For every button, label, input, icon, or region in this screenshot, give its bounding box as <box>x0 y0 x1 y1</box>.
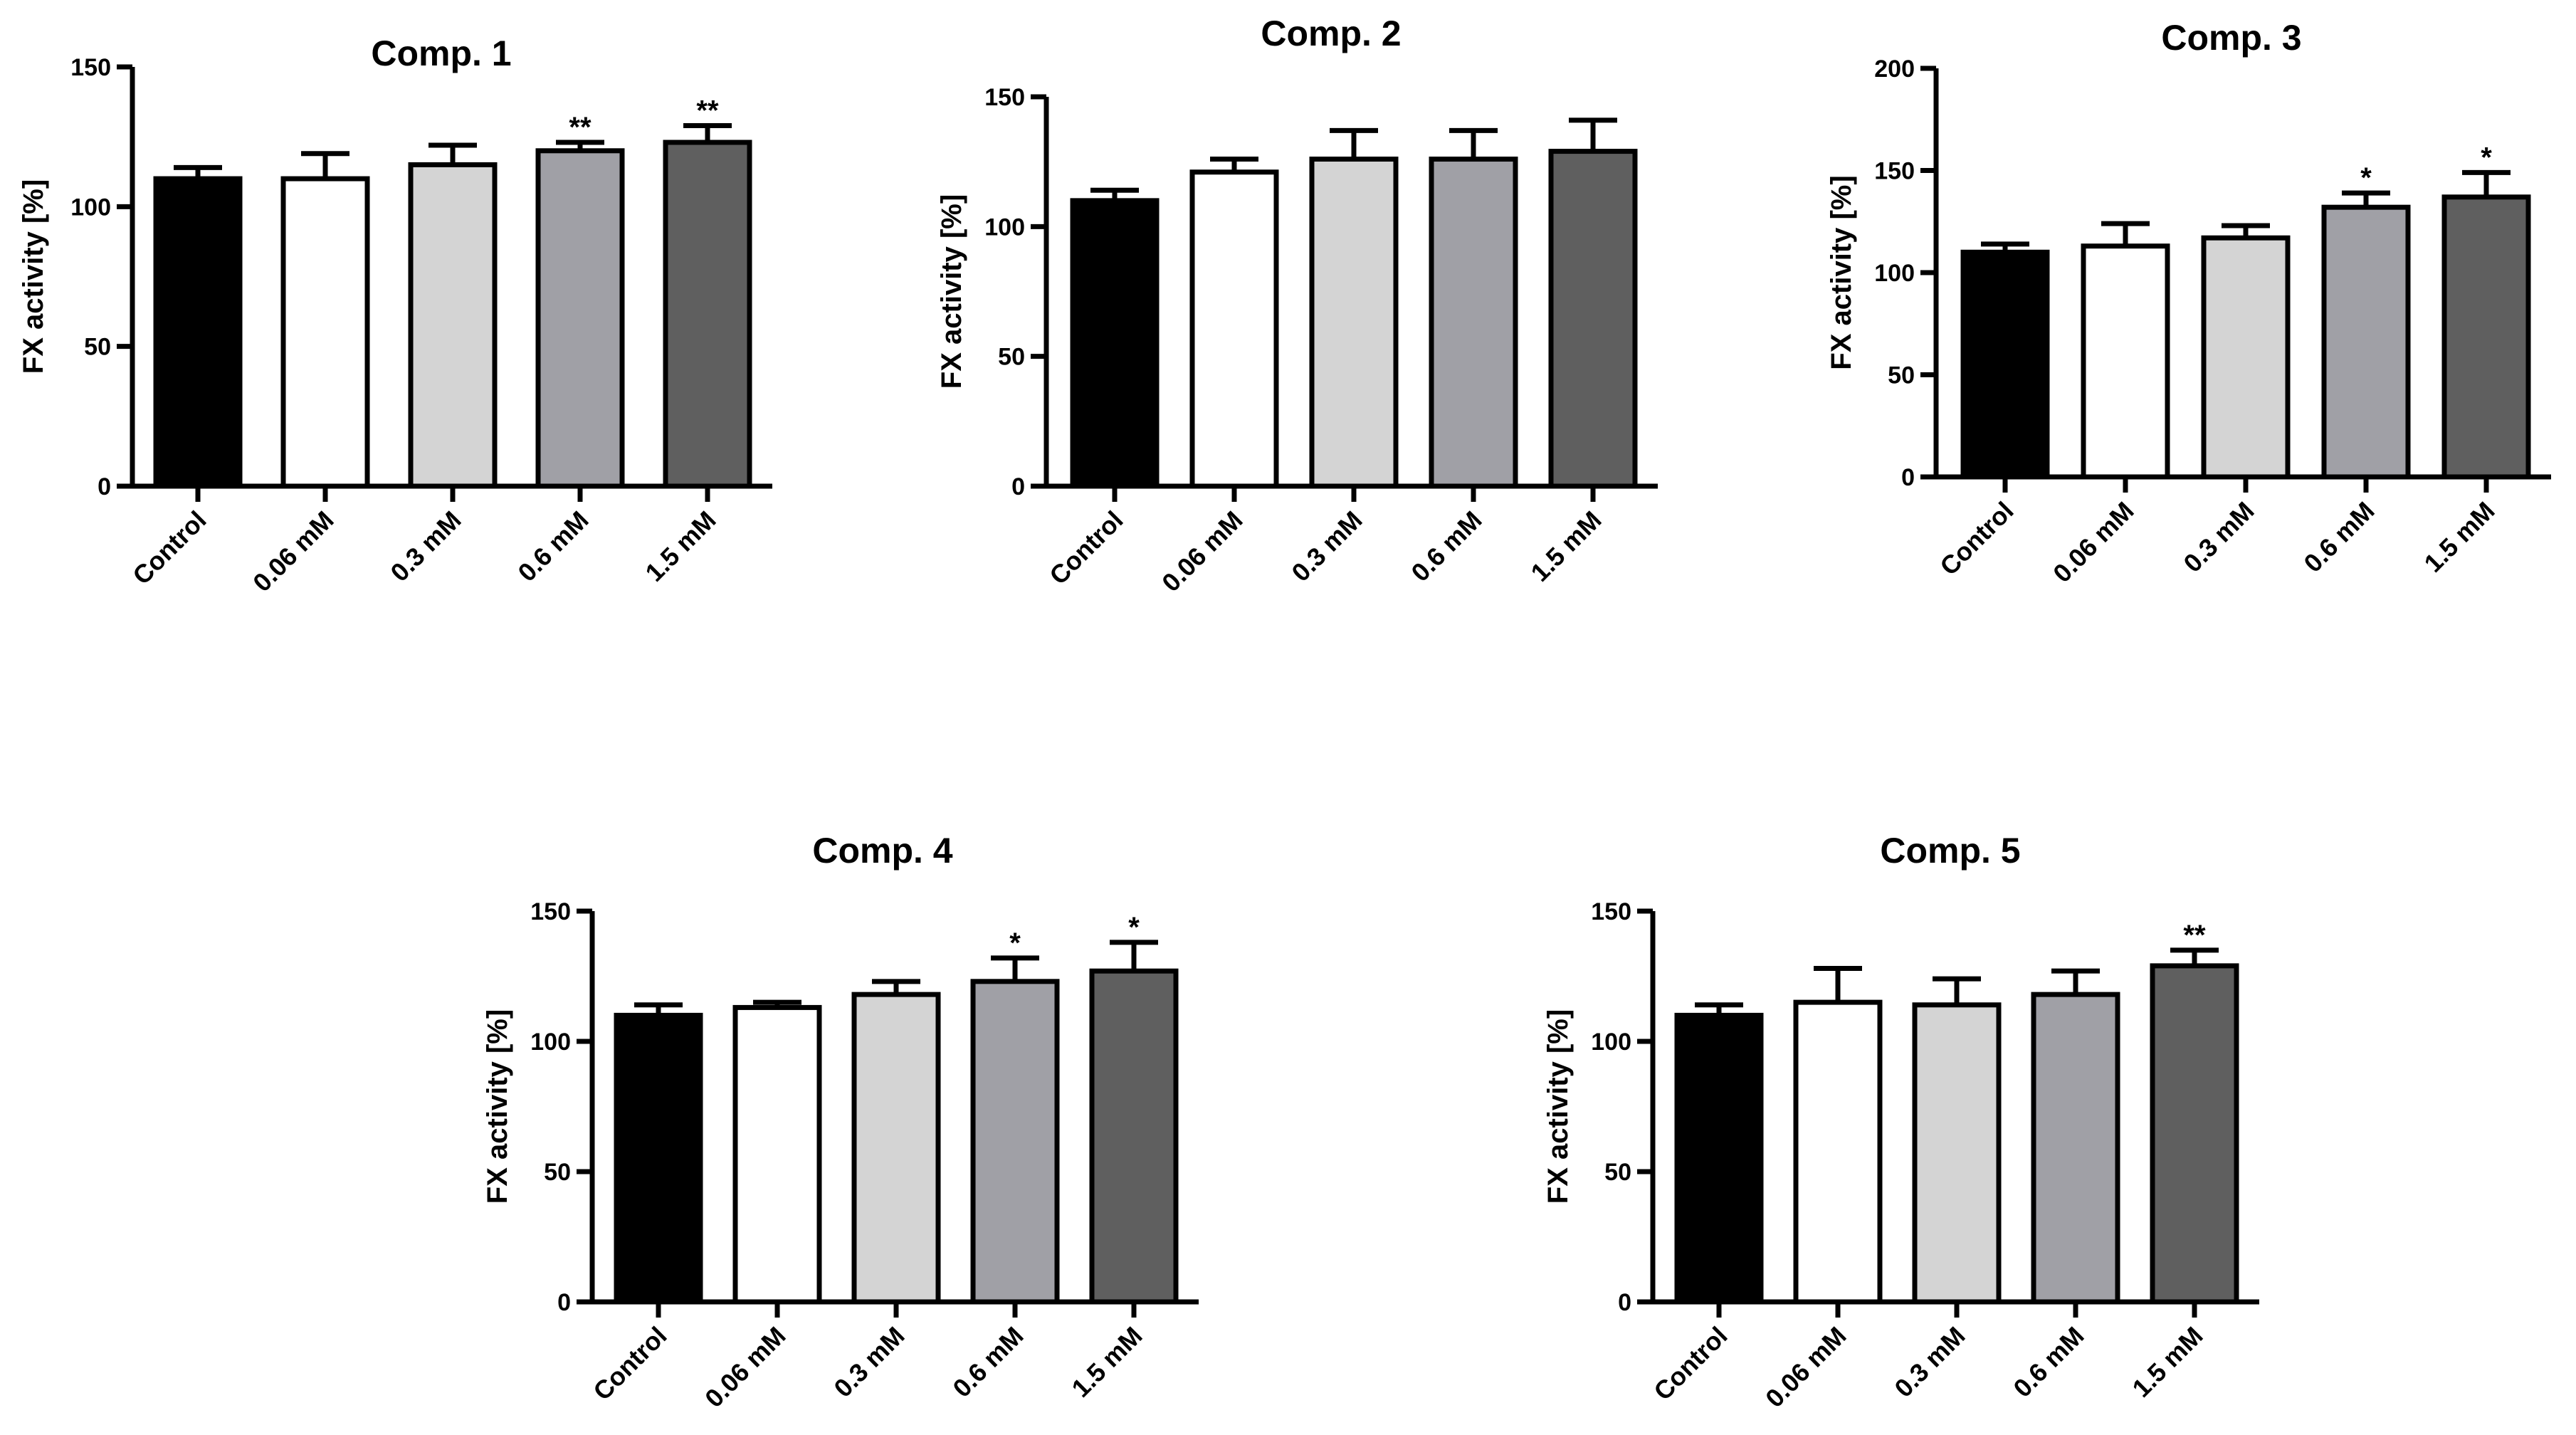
chart-title: Comp. 2 <box>1261 14 1401 53</box>
x-tick-label: Control <box>1934 496 2019 581</box>
significance-marker: ** <box>2183 920 2206 951</box>
bar-0-3-mm <box>408 162 498 489</box>
bar-1-5-mm <box>663 140 752 489</box>
y-tick-label: 50 <box>998 344 1025 371</box>
bar-0-3-mm <box>1912 1002 2002 1305</box>
x-tick-label: 0.3 mM <box>384 505 466 587</box>
significance-marker: * <box>1128 912 1140 943</box>
chart-title: Comp. 1 <box>371 33 511 73</box>
bar-1-5-mm <box>1089 968 1179 1305</box>
x-tick-label: 0.06 mM <box>1760 1321 1851 1413</box>
bar-control <box>1070 198 1160 489</box>
y-tick-label: 50 <box>84 334 111 361</box>
y-tick-label: 100 <box>984 214 1025 241</box>
x-tick-label: 1.5 mM <box>1525 505 1607 587</box>
significance-marker: * <box>1009 927 1021 959</box>
x-tick-label: 0.06 mM <box>247 505 339 597</box>
y-axis-label: FX activity [%] <box>18 179 49 374</box>
bar-0-06-mm <box>2081 243 2170 480</box>
bar-0-6-mm <box>535 148 625 489</box>
bar-0-06-mm <box>732 1004 822 1305</box>
x-tick-label: 0.3 mM <box>828 1321 910 1403</box>
bar-0-6-mm <box>970 979 1060 1305</box>
y-axis-label: FX activity [%] <box>482 1009 513 1204</box>
x-tick-label: 0.3 mM <box>2177 496 2259 578</box>
bar-control <box>1960 249 2050 480</box>
bar-control <box>1674 1012 1764 1305</box>
y-tick-label: 100 <box>70 194 111 221</box>
y-axis-label: FX activity [%] <box>1542 1009 1574 1204</box>
bar-0-3-mm <box>1309 157 1399 489</box>
x-tick-label: 0.6 mM <box>1405 505 1487 587</box>
x-tick-label: 0.3 mM <box>1888 1321 1970 1403</box>
y-tick-label: 150 <box>1591 898 1631 925</box>
x-tick-label: 0.6 mM <box>2298 496 2380 578</box>
x-tick-label: 1.5 mM <box>2418 496 2500 578</box>
chart-title: Comp. 5 <box>1880 831 2020 871</box>
bar-0-06-mm <box>280 176 370 489</box>
x-tick-label: 0.3 mM <box>1286 505 1367 587</box>
y-tick-label: 0 <box>1618 1289 1631 1316</box>
x-tick-label: 0.06 mM <box>699 1321 791 1413</box>
x-tick-label: Control <box>1043 505 1128 590</box>
x-tick-label: 1.5 mM <box>639 505 721 587</box>
significance-marker: * <box>2360 162 2372 194</box>
chart-title: Comp. 3 <box>2161 18 2301 58</box>
significance-marker: * <box>2481 142 2492 173</box>
bar-1-5-mm <box>2441 194 2531 480</box>
y-tick-label: 200 <box>1874 56 1915 83</box>
x-tick-label: 0.6 mM <box>947 1321 1029 1403</box>
significance-marker: ** <box>569 112 592 143</box>
bar-0-3-mm <box>851 992 941 1305</box>
y-axis-label: FX activity [%] <box>1826 175 1857 369</box>
bar-0-06-mm <box>1793 999 1883 1305</box>
bar-1-5-mm <box>2150 963 2239 1305</box>
bar-0-6-mm <box>1429 157 1518 489</box>
x-tick-label: 0.06 mM <box>2047 496 2139 588</box>
y-tick-label: 50 <box>1888 362 1915 389</box>
y-tick-label: 150 <box>70 54 111 81</box>
y-tick-label: 0 <box>98 473 111 500</box>
y-tick-label: 50 <box>1604 1159 1631 1186</box>
chart-panel-4: Comp. 4 FX activity [%] 0 50 100 150 Control 0.… <box>482 831 1199 1413</box>
chart-panel-5: Comp. 5 FX activity [%] 0 50 100 150 Control 0.… <box>1542 831 2259 1413</box>
x-tick-label: Control <box>127 505 211 590</box>
chart-panel-3: Comp. 3 FX activity [%] 0 50 100 150 200 Contro… <box>1826 18 2551 588</box>
bar-control <box>153 176 243 489</box>
x-tick-label: 0.06 mM <box>1156 505 1248 597</box>
x-tick-label: 1.5 mM <box>2126 1321 2208 1403</box>
bar-0-6-mm <box>2031 992 2120 1305</box>
significance-marker: ** <box>696 95 719 126</box>
chart-panel-2: Comp. 2 FX activity [%] 0 50 100 150 Control 0.… <box>936 14 1658 597</box>
y-axis-label: FX activity [%] <box>936 194 967 389</box>
chart-panel-1: Comp. 1 FX activity [%] 0 50 100 150 Control 0.… <box>18 33 772 597</box>
chart-title: Comp. 4 <box>812 831 952 871</box>
y-tick-label: 150 <box>530 898 571 925</box>
bar-control <box>614 1012 703 1305</box>
bar-1-5-mm <box>1548 149 1638 489</box>
x-tick-label: 1.5 mM <box>1066 1321 1147 1403</box>
x-tick-label: 0.6 mM <box>2007 1321 2089 1403</box>
y-tick-label: 0 <box>1011 473 1025 500</box>
x-tick-label: 0.6 mM <box>512 505 594 587</box>
y-tick-label: 50 <box>544 1159 571 1186</box>
y-tick-label: 150 <box>1874 158 1915 185</box>
x-tick-label: Control <box>1648 1321 1733 1406</box>
y-tick-label: 100 <box>1874 260 1915 287</box>
y-tick-label: 100 <box>530 1029 571 1056</box>
y-tick-label: 0 <box>557 1289 571 1316</box>
x-tick-label: Control <box>587 1321 672 1406</box>
bar-0-3-mm <box>2201 235 2291 480</box>
y-tick-label: 0 <box>1901 464 1915 491</box>
bar-0-6-mm <box>2321 204 2411 480</box>
bar-0-06-mm <box>1189 169 1279 489</box>
y-tick-label: 150 <box>984 84 1025 111</box>
y-tick-label: 100 <box>1591 1029 1631 1056</box>
